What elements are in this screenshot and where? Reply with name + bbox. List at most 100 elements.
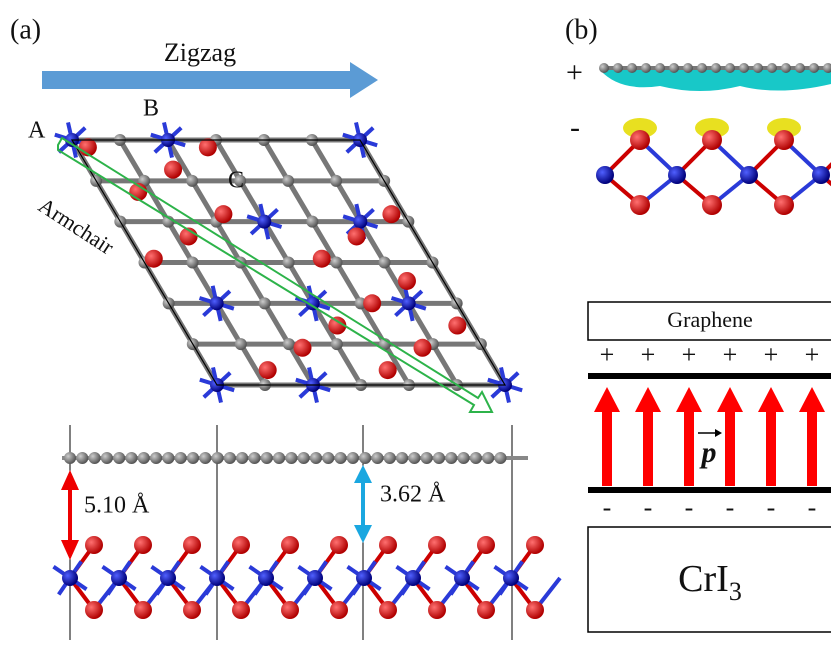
atom <box>330 175 342 187</box>
atom <box>379 536 397 554</box>
atom <box>259 297 271 309</box>
atom <box>356 570 372 586</box>
atom <box>134 536 152 554</box>
atom <box>372 452 384 464</box>
atom <box>655 63 665 73</box>
atom <box>379 601 397 619</box>
dipole-arrow <box>676 387 702 412</box>
charge-density <box>600 70 831 91</box>
bond <box>360 222 384 263</box>
atom <box>384 452 396 464</box>
atom <box>702 130 722 150</box>
atom <box>408 452 420 464</box>
bond <box>337 263 361 304</box>
bond <box>192 181 216 222</box>
cri3-base: CrI <box>678 558 729 600</box>
atom <box>359 452 371 464</box>
atom <box>458 452 470 464</box>
atom <box>711 63 721 73</box>
atom <box>307 570 323 586</box>
arrow-head <box>354 525 372 543</box>
site-label: B <box>143 96 159 122</box>
atom <box>599 63 609 73</box>
atom <box>335 452 347 464</box>
atom <box>85 536 103 554</box>
atom <box>235 338 247 350</box>
minus-sign: - <box>644 493 653 522</box>
atom <box>183 601 201 619</box>
dipole-arrow <box>602 410 612 486</box>
atom <box>113 452 125 464</box>
atom <box>405 570 421 586</box>
dipole-arrow <box>635 387 661 412</box>
atom <box>210 296 224 310</box>
atom <box>379 361 397 379</box>
atom <box>101 452 113 464</box>
atom <box>402 296 416 310</box>
atom <box>294 339 312 357</box>
bond <box>193 263 217 304</box>
atom <box>232 536 250 554</box>
atom <box>331 257 343 269</box>
atom <box>281 536 299 554</box>
atom <box>281 601 299 619</box>
atom <box>285 452 297 464</box>
atom <box>89 452 101 464</box>
plus-sign: + <box>641 340 656 369</box>
atom <box>199 138 217 156</box>
atom <box>683 63 693 73</box>
atom <box>363 294 381 312</box>
atom <box>613 63 623 73</box>
atom <box>331 338 343 350</box>
atom <box>330 601 348 619</box>
atom <box>503 570 519 586</box>
graphene-label: Graphene <box>667 307 753 332</box>
figure: (a) Zigzag A B C Armchair 5.10 Å 3.62 Å … <box>0 0 831 646</box>
minus-sign: - <box>603 493 612 522</box>
charge-label: - <box>570 111 580 144</box>
zigzag-arrow <box>42 62 378 98</box>
atom <box>470 452 482 464</box>
arrow-head <box>61 540 79 560</box>
plate <box>588 373 831 379</box>
atom <box>330 536 348 554</box>
atom <box>767 63 777 73</box>
minus-sign: - <box>726 493 735 522</box>
atom <box>199 452 211 464</box>
atom <box>495 452 507 464</box>
atom <box>150 452 162 464</box>
atom <box>183 536 201 554</box>
atom <box>398 272 416 290</box>
arrow-head <box>354 465 372 483</box>
atom <box>257 215 271 229</box>
atom <box>809 63 819 73</box>
bond <box>264 222 288 263</box>
atom <box>781 63 791 73</box>
atom <box>482 452 494 464</box>
atom <box>258 570 274 586</box>
distance-label: 3.62 Å <box>380 482 446 508</box>
atom <box>306 216 318 228</box>
cri3-subscript: 3 <box>729 577 742 606</box>
atom <box>630 195 650 215</box>
plate <box>588 487 831 493</box>
bond <box>433 344 457 385</box>
dipole-arrow <box>758 387 784 412</box>
atom <box>209 570 225 586</box>
distance-label: 5.10 Å <box>84 493 150 519</box>
atom <box>668 166 686 184</box>
atom <box>477 601 495 619</box>
dipole-arrow <box>684 410 694 486</box>
atom <box>753 63 763 73</box>
plus-sign: + <box>600 340 615 369</box>
atom <box>774 195 794 215</box>
charge-label: + <box>566 56 583 89</box>
panel-label: (a) <box>10 14 41 45</box>
dipole-arrow <box>766 410 776 486</box>
plus-sign: + <box>764 340 779 369</box>
atom <box>111 570 127 586</box>
dipole-arrow <box>799 387 825 412</box>
atom <box>175 452 187 464</box>
atom <box>126 452 138 464</box>
page: (a) Zigzag A B C Armchair 5.10 Å 3.62 Å … <box>0 0 831 646</box>
